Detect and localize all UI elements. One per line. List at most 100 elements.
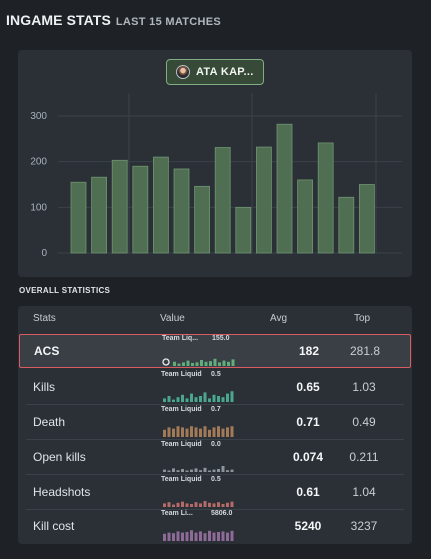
stats-row-death[interactable]: Death Team Liquid 0.7 0.71 0.49 — [18, 405, 412, 440]
sparkline-bar — [226, 427, 229, 437]
player-selector-button[interactable]: ATA KAP... — [166, 59, 264, 85]
sparkline-bar — [195, 468, 198, 472]
chart-bar[interactable] — [256, 147, 271, 253]
chart-bar[interactable] — [359, 185, 374, 254]
chart-bar[interactable] — [318, 143, 333, 253]
stats-row-kills[interactable]: Kills Team Liquid 0.5 0.65 1.03 — [18, 370, 412, 405]
sparkline-bar — [226, 394, 229, 402]
sparkline-bar — [181, 395, 184, 402]
chart-bar[interactable] — [195, 186, 210, 253]
chart-bar[interactable] — [298, 180, 313, 253]
chart-bar[interactable] — [92, 177, 107, 253]
sparkline-bar — [204, 392, 207, 402]
team-value: 0.0 — [211, 441, 221, 448]
stats-row-headshots[interactable]: Headshots Team Liquid 0.5 0.61 1.04 — [18, 475, 412, 510]
sparkline-bar — [217, 426, 220, 437]
sparkline-bar — [177, 470, 180, 472]
stat-top: 281.8 — [336, 344, 394, 358]
stat-top: 1.04 — [335, 485, 393, 499]
y-tick-label: 200 — [30, 157, 47, 168]
sparkline-bar — [182, 362, 185, 366]
team-value: 155.0 — [212, 335, 230, 342]
stat-avg: 182 — [279, 344, 339, 358]
sparkline-bar — [177, 531, 180, 541]
page-header: INGAME STATS LAST 15 MATCHES — [6, 12, 221, 28]
sparkline — [161, 453, 251, 473]
sparkline-bar — [208, 398, 211, 402]
stat-avg: 5240 — [278, 519, 338, 533]
chart-bar[interactable] — [153, 157, 168, 253]
stats-row-acs[interactable]: ACS Team Liq... 155.0 182 281.8 — [19, 334, 411, 368]
stat-avg: 0.65 — [278, 380, 338, 394]
sparkline-bar — [186, 532, 189, 541]
team-value: 5806.0 — [211, 510, 232, 517]
sparkline-bar — [195, 397, 198, 402]
sparkline-bar — [190, 426, 193, 437]
stat-name: Headshots — [33, 485, 90, 499]
sparkline-bar — [196, 362, 199, 366]
stats-row-kill-cost[interactable]: Kill cost Team Li... 5806.0 5240 3237 — [18, 509, 412, 544]
chart-bar[interactable] — [133, 166, 148, 253]
stat-name: Kills — [33, 380, 55, 394]
chart-bar[interactable] — [236, 207, 251, 253]
sparkline-bar — [204, 501, 207, 507]
sparkline — [161, 522, 251, 542]
sparkline-bar — [213, 395, 216, 402]
sparkline-bar — [190, 530, 193, 541]
chart-card: 0 100 200 300 ATA KAP... — [18, 50, 412, 277]
sparkline-bar — [186, 503, 189, 507]
sparkline-bar — [208, 503, 211, 507]
page-title: INGAME STATS — [6, 12, 111, 28]
player-avatar — [176, 65, 190, 79]
sparkline-bar — [178, 364, 181, 366]
sparkline-bar — [226, 533, 229, 541]
sparkline-bar — [163, 398, 166, 402]
team-value: 0.7 — [211, 406, 221, 413]
stat-avg: 0.61 — [278, 485, 338, 499]
chart-bar[interactable] — [339, 197, 354, 253]
sparkline-bar — [213, 470, 216, 472]
sparkline-bar — [199, 531, 202, 541]
chart-bar[interactable] — [174, 169, 189, 253]
sparkline-bar — [195, 427, 198, 437]
stat-name: Open kills — [33, 450, 86, 464]
sparkline-bar — [186, 471, 189, 473]
sparkline-bar — [186, 429, 189, 437]
sparkline-bar — [200, 360, 203, 366]
column-header-avg: Avg — [270, 313, 287, 324]
sparkline — [161, 488, 251, 508]
column-header-top: Top — [354, 313, 370, 324]
y-tick-label: 100 — [30, 202, 47, 213]
sparkline-bar — [208, 531, 211, 541]
page-subtitle: LAST 15 MATCHES — [116, 16, 221, 28]
sparkline-bar — [213, 503, 216, 507]
team-name: Team Liquid — [161, 406, 202, 413]
chart-bar[interactable] — [71, 182, 86, 253]
stats-row-open-kills[interactable]: Open kills Team Liquid 0.0 0.074 0.211 — [18, 440, 412, 475]
sparkline-bar — [217, 502, 220, 507]
sparkline-bar — [226, 503, 229, 507]
sparkline-bar — [223, 361, 226, 366]
y-tick-label: 0 — [41, 248, 47, 259]
sparkline-bar — [204, 468, 207, 472]
chart-bar[interactable] — [277, 124, 292, 253]
chart-bar[interactable] — [215, 148, 230, 253]
sparkline-bar — [231, 531, 234, 541]
sparkline-bar — [163, 430, 166, 437]
stat-name: Kill cost — [33, 519, 74, 533]
sparkline-bar — [232, 359, 235, 366]
sparkline-bar — [163, 503, 166, 507]
chart-bar[interactable] — [112, 160, 127, 253]
section-heading: OVERALL STATISTICS — [19, 286, 110, 295]
sparkline-bar — [186, 398, 189, 402]
sparkline-bar — [168, 471, 171, 473]
team-name: Team Liquid — [161, 441, 202, 448]
sparkline-bar — [222, 531, 225, 541]
sparkline — [162, 347, 252, 367]
sparkline-bar — [208, 430, 211, 437]
sparkline-bar — [190, 470, 193, 472]
sparkline-bar — [222, 397, 225, 402]
sparkline-bar — [199, 429, 202, 437]
sparkline-bar — [222, 504, 225, 507]
sparkline-bar — [177, 426, 180, 437]
